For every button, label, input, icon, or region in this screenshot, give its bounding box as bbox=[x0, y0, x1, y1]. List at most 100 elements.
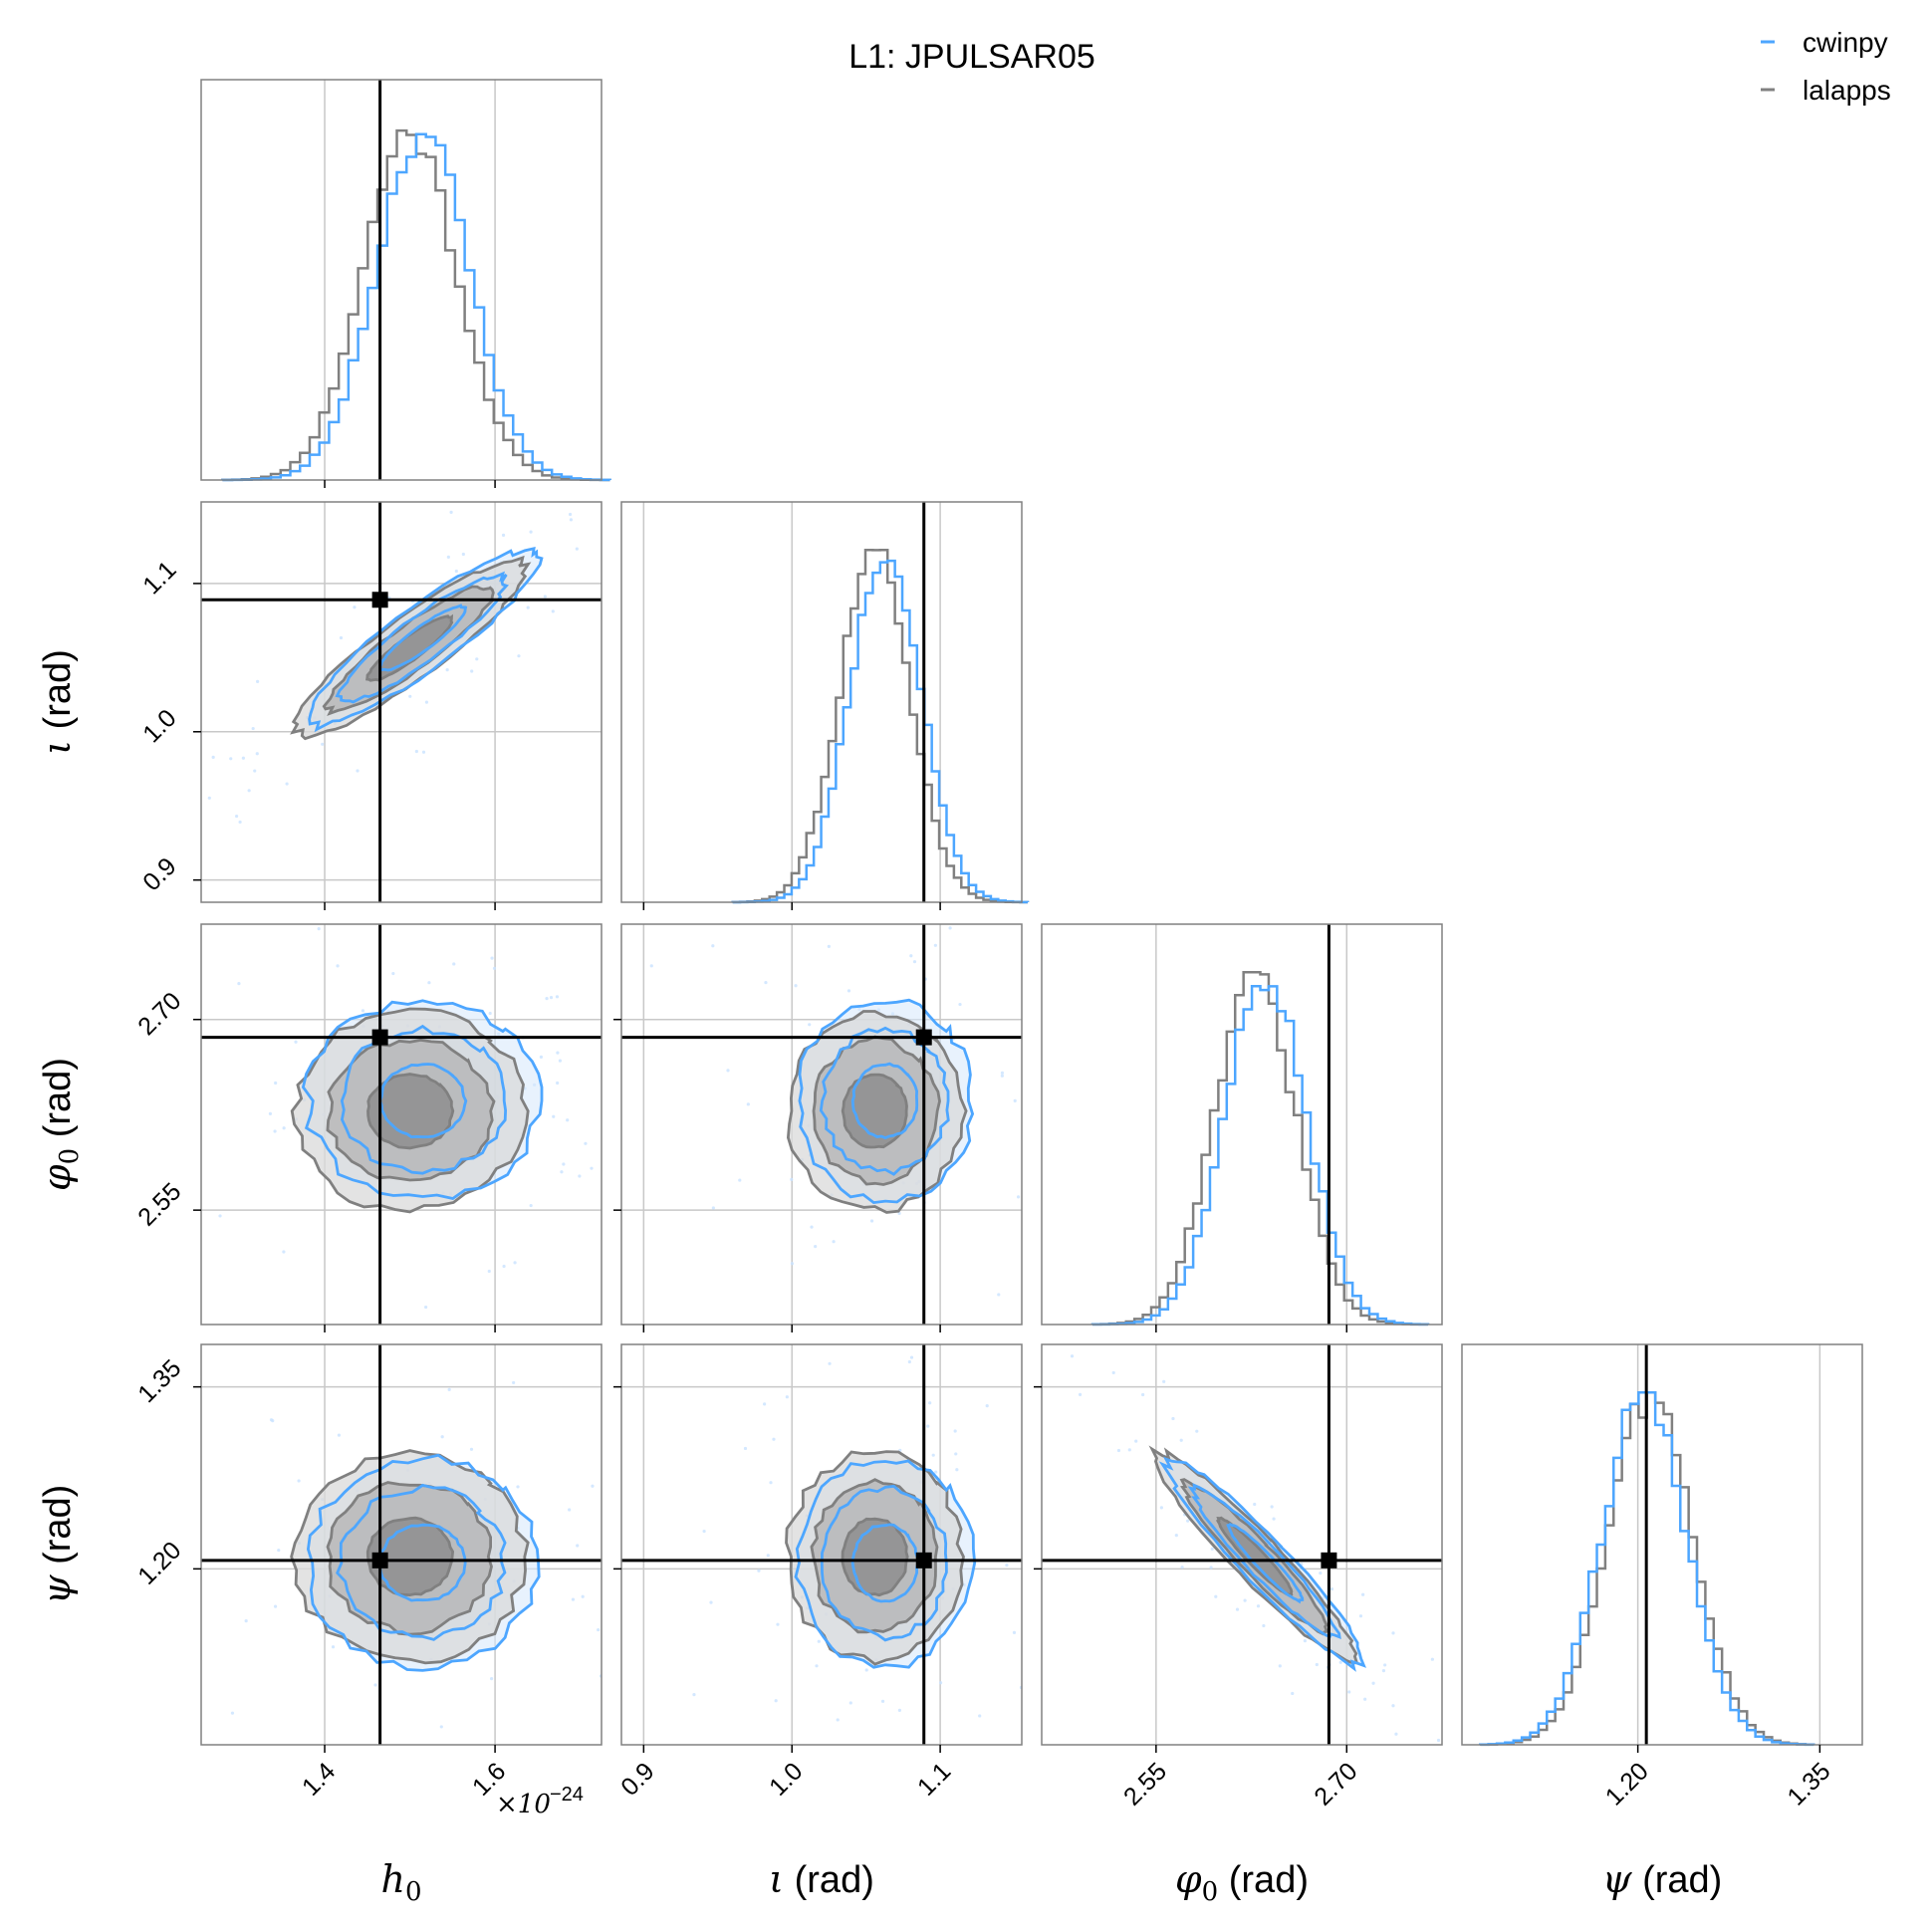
scatter-point bbox=[356, 769, 360, 773]
injection-marker bbox=[915, 1552, 932, 1569]
scatter-point bbox=[763, 1869, 766, 1872]
y-tick-label-iota: 1.0 bbox=[137, 704, 181, 748]
scatter-point bbox=[808, 1023, 812, 1027]
hist-frame-h0 bbox=[200, 79, 603, 481]
scatter-point bbox=[701, 1790, 704, 1793]
scatter-point bbox=[269, 1418, 274, 1422]
scatter-point bbox=[933, 943, 937, 947]
scatter-point bbox=[251, 726, 255, 731]
scatter-point bbox=[182, 1661, 185, 1664]
figure-title: L1: JPULSAR05 bbox=[848, 38, 1095, 76]
contour-line-cwinpy bbox=[378, 1523, 467, 1602]
y-axis-label-psi: ψ (rad) bbox=[35, 1485, 79, 1605]
scatter-point bbox=[294, 1040, 298, 1044]
scatter-point bbox=[185, 812, 188, 815]
hist-panel-psi bbox=[1461, 1343, 1863, 1753]
y-tick-label-phi0: 2.70 bbox=[132, 987, 186, 1041]
scatter-point bbox=[1195, 1429, 1199, 1433]
scatter-point bbox=[566, 1118, 570, 1122]
scatter-point bbox=[1363, 1697, 1367, 1701]
scatter-point bbox=[603, 1582, 605, 1585]
contour-line-cwinpy bbox=[301, 999, 544, 1200]
injection-marker bbox=[1321, 1552, 1337, 1569]
scatter-point bbox=[253, 769, 257, 773]
y-tick-label-iota: 0.9 bbox=[137, 852, 181, 896]
scatter-point bbox=[336, 964, 340, 968]
scatter-point bbox=[909, 954, 913, 958]
hist-panel-iota bbox=[620, 501, 1030, 910]
x-tick-label-phi0: 2.55 bbox=[1118, 1757, 1172, 1811]
contour-line-lalapps bbox=[1148, 1445, 1359, 1665]
scatter-point bbox=[218, 1214, 222, 1218]
contour-line-cwinpy bbox=[1158, 1456, 1366, 1672]
scatter-point bbox=[517, 654, 521, 658]
scatter-point bbox=[510, 488, 513, 491]
scatter-point bbox=[1180, 1566, 1184, 1570]
scatter-point bbox=[244, 1619, 248, 1623]
scatter-point bbox=[1171, 1416, 1175, 1421]
scatter-point bbox=[805, 919, 808, 922]
scatter-point bbox=[578, 1174, 582, 1178]
scatter-point bbox=[185, 1657, 188, 1660]
scatter-point bbox=[757, 1569, 761, 1572]
scatter-point bbox=[337, 1433, 342, 1437]
scatter-point bbox=[584, 1141, 588, 1145]
scatter-point bbox=[897, 919, 900, 922]
scatter-point bbox=[831, 1749, 834, 1752]
scatter-point bbox=[241, 756, 245, 760]
scatter-point bbox=[551, 609, 555, 613]
scatter-point bbox=[1253, 1502, 1257, 1507]
panel-content-iota-h0 bbox=[117, 431, 657, 905]
y-tick-label-iota: 1.1 bbox=[137, 556, 181, 600]
scatter-point bbox=[897, 1708, 901, 1712]
injection-marker bbox=[915, 1029, 932, 1046]
scatter-point bbox=[1209, 1566, 1213, 1570]
panel-frame-psi-iota bbox=[620, 1343, 1023, 1746]
scatter-point bbox=[654, 431, 657, 434]
scatter-point bbox=[373, 1683, 377, 1687]
contour-line-lalapps bbox=[290, 1449, 530, 1665]
scatter-point bbox=[126, 1503, 129, 1506]
scatter-point bbox=[928, 1401, 932, 1405]
scatter-point bbox=[1116, 1448, 1121, 1453]
scatter-point bbox=[117, 902, 120, 905]
scatter-point bbox=[391, 971, 395, 976]
contour-fill-lalapps bbox=[1217, 1518, 1292, 1595]
scatter-point bbox=[274, 1081, 278, 1086]
exponent-label-base: ×10 bbox=[496, 1790, 551, 1819]
scatter-point bbox=[361, 1009, 365, 1013]
scatter-point bbox=[622, 491, 625, 494]
scatter-point bbox=[814, 1245, 818, 1249]
scatter-point bbox=[1338, 1660, 1342, 1664]
contour-line-cwinpy bbox=[850, 1523, 920, 1603]
contour-line-lalapps bbox=[290, 1007, 530, 1214]
contour-line-lalapps bbox=[812, 1035, 941, 1186]
contour-line-lalapps bbox=[366, 1073, 455, 1150]
legend-cwinpy-label: cwinpy bbox=[1803, 27, 1888, 58]
scatter-point bbox=[502, 1264, 506, 1269]
scatter-point bbox=[187, 840, 190, 843]
scatter-point bbox=[1270, 1505, 1274, 1509]
exponent-label-power: −24 bbox=[550, 1784, 584, 1806]
scatter-point bbox=[653, 462, 656, 465]
hist-panel-h0 bbox=[200, 79, 611, 488]
scatter-point bbox=[1134, 1439, 1138, 1443]
scatter-point bbox=[846, 989, 851, 993]
hist-lalapps-iota bbox=[731, 548, 1030, 904]
scatter-point bbox=[1210, 1547, 1214, 1551]
scatter-point bbox=[1179, 1438, 1183, 1442]
scatter-point bbox=[1430, 1657, 1434, 1661]
scatter-point bbox=[1256, 1604, 1261, 1608]
scatter-point bbox=[186, 1733, 189, 1736]
scatter-point bbox=[447, 1387, 451, 1392]
scatter-point bbox=[449, 510, 453, 515]
scatter-point bbox=[545, 997, 549, 1001]
scatter-point bbox=[1315, 1662, 1319, 1667]
scatter-point bbox=[190, 1351, 193, 1354]
scatter-point bbox=[475, 657, 479, 661]
scatter-point bbox=[461, 552, 465, 557]
scatter-point bbox=[743, 1446, 748, 1451]
scatter-point bbox=[1162, 1379, 1166, 1383]
scatter-point bbox=[230, 1711, 235, 1715]
